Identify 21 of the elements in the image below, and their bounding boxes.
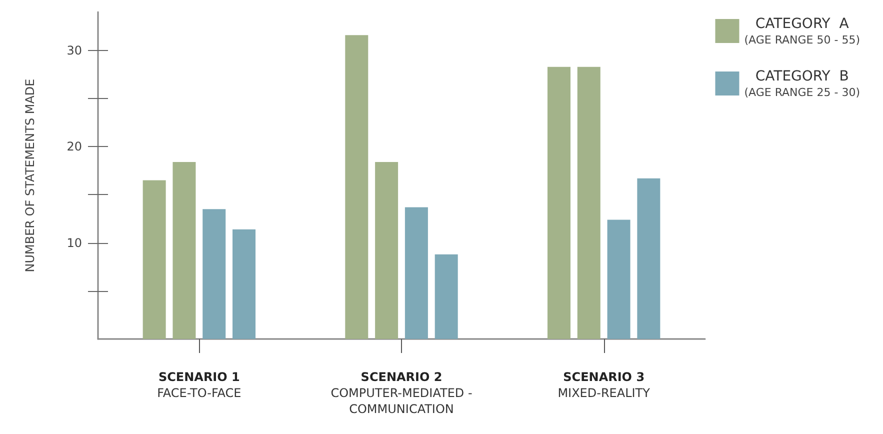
y-tick-label: 20 xyxy=(66,140,82,154)
legend-label: CATEGORY A (AGE RANGE 50 - 55) xyxy=(744,16,860,46)
bar xyxy=(142,180,166,339)
bar xyxy=(547,66,570,339)
legend-label: CATEGORY B (AGE RANGE 25 - 30) xyxy=(744,68,860,99)
y-tick-label: 30 xyxy=(66,43,82,58)
bar xyxy=(375,162,398,339)
y-axis-title: NUMBER OF STATEMENTS MADE xyxy=(23,78,37,272)
x-tick-label: SCENARIO 1 FACE-TO-FACE xyxy=(157,370,242,400)
bar xyxy=(577,66,600,339)
bar xyxy=(607,220,630,339)
x-tick-label: SCENARIO 3 MIXED-REALITY xyxy=(558,370,651,400)
x-tick-label: SCENARIO 2 COMPUTER-MEDIATED - COMMUNICATION xyxy=(330,370,472,416)
bar xyxy=(345,35,368,339)
bar xyxy=(434,254,458,339)
bar xyxy=(202,209,226,339)
y-tick-label: 10 xyxy=(66,236,82,250)
bar xyxy=(637,178,660,339)
bar xyxy=(172,162,196,339)
bar xyxy=(232,229,256,339)
bar xyxy=(404,207,428,339)
